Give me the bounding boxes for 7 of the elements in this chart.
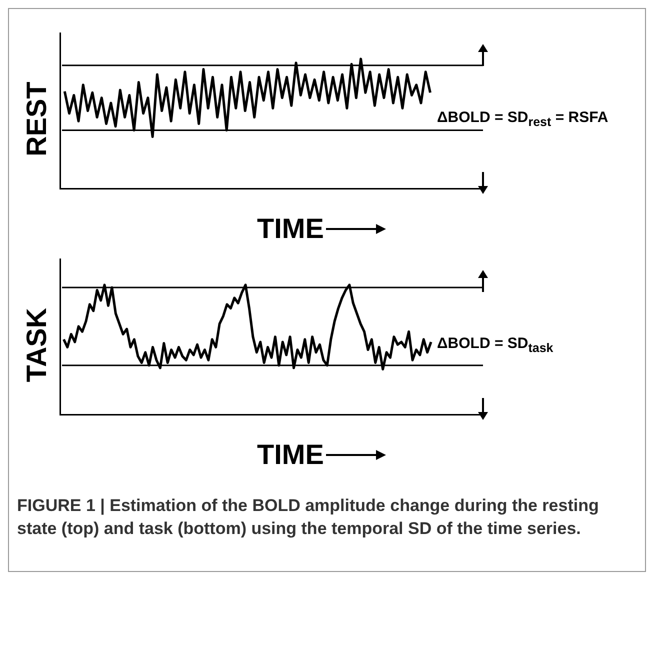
caption: FIGURE 1 | Estimation of the BOLD amplitude change during the resting state (top) and task (bottom) using the temporal SD of the time series. — [17, 495, 600, 540]
x-axis-title: TIME — [257, 213, 324, 245]
text: ΔBOLD = SD$_{rest}$ = RSFA — [437, 109, 608, 129]
y-axis-title: TASK — [21, 308, 53, 382]
x-axis-title: TIME — [257, 439, 324, 471]
y-axis-title: REST — [21, 82, 53, 156]
text: ΔBOLD = SD$_{task}$ — [437, 335, 554, 355]
